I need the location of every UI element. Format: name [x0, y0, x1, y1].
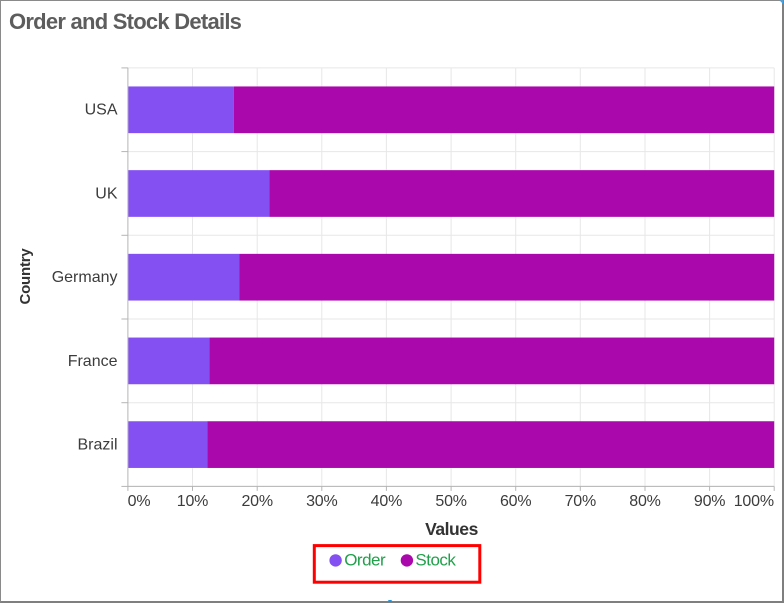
- svg-text:70%: 70%: [565, 493, 596, 510]
- svg-text:Stock: Stock: [415, 550, 456, 569]
- svg-text:France: France: [68, 353, 118, 370]
- svg-text:0%: 0%: [128, 493, 151, 510]
- svg-text:UK: UK: [95, 185, 118, 202]
- svg-text:USA: USA: [85, 102, 118, 119]
- svg-text:60%: 60%: [500, 493, 531, 510]
- svg-text:Order: Order: [344, 550, 386, 569]
- svg-text:10%: 10%: [177, 493, 208, 510]
- svg-text:Brazil: Brazil: [77, 436, 117, 453]
- svg-text:Order and Stock Details: Order and Stock Details: [9, 9, 242, 34]
- svg-text:Values: Values: [425, 519, 478, 539]
- svg-text:80%: 80%: [629, 493, 660, 510]
- svg-text:30%: 30%: [306, 493, 337, 510]
- svg-text:40%: 40%: [371, 493, 402, 510]
- svg-text:50%: 50%: [435, 493, 466, 510]
- svg-text:Germany: Germany: [52, 269, 118, 286]
- svg-text:20%: 20%: [241, 493, 272, 510]
- svg-text:100%: 100%: [734, 493, 774, 510]
- svg-text:90%: 90%: [694, 493, 725, 510]
- svg-text:Country: Country: [17, 248, 34, 305]
